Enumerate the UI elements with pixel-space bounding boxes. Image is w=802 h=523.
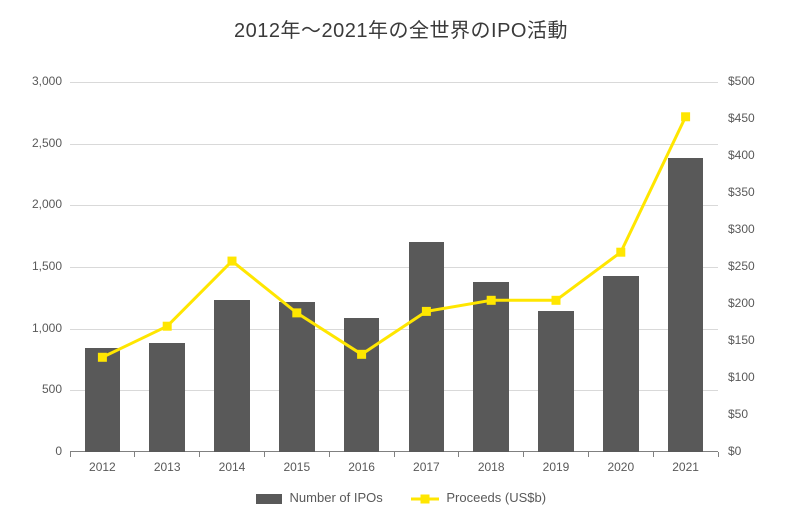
y-left-tick-label: 2,000 xyxy=(14,198,62,210)
x-tick-label: 2018 xyxy=(478,460,505,474)
y-right-tick-label: $300 xyxy=(728,223,755,235)
y-right-tick-label: $500 xyxy=(728,75,755,87)
bar xyxy=(538,311,574,452)
y-left-tick-label: 1,500 xyxy=(14,260,62,272)
y-left-tick-label: 0 xyxy=(14,445,62,457)
gridline xyxy=(70,82,718,83)
bar xyxy=(473,282,509,452)
y-left-tick-label: 1,000 xyxy=(14,322,62,334)
x-tick xyxy=(264,452,265,457)
legend-item-line: Proceeds (US$b) xyxy=(411,490,546,506)
x-tick xyxy=(588,452,589,457)
bar xyxy=(603,276,639,452)
x-tick-label: 2013 xyxy=(154,460,181,474)
x-tick-label: 2012 xyxy=(89,460,116,474)
gridline xyxy=(70,144,718,145)
y-left-tick-label: 2,500 xyxy=(14,137,62,149)
bar xyxy=(409,242,445,452)
x-tick xyxy=(394,452,395,457)
y-right-tick-label: $100 xyxy=(728,371,755,383)
x-tick-label: 2021 xyxy=(672,460,699,474)
bar xyxy=(85,348,121,452)
legend: Number of IPOs Proceeds (US$b) xyxy=(0,490,802,506)
x-tick xyxy=(70,452,71,457)
bar xyxy=(214,300,250,452)
y-right-tick-label: $0 xyxy=(728,445,741,457)
ipo-chart: 2012年～2021年の全世界のIPO活動 Number of IPOs Pro… xyxy=(0,0,802,523)
x-tick-label: 2015 xyxy=(283,460,310,474)
legend-item-bars: Number of IPOs xyxy=(256,490,383,505)
legend-label-bars: Number of IPOs xyxy=(290,490,383,505)
x-tick xyxy=(718,452,719,457)
x-tick xyxy=(523,452,524,457)
legend-swatch-line xyxy=(411,492,439,506)
bar xyxy=(344,318,380,452)
bar xyxy=(279,302,315,452)
x-tick xyxy=(329,452,330,457)
y-right-tick-label: $150 xyxy=(728,334,755,346)
gridline xyxy=(70,267,718,268)
y-right-tick-label: $50 xyxy=(728,408,748,420)
y-right-tick-label: $200 xyxy=(728,297,755,309)
y-right-tick-label: $450 xyxy=(728,112,755,124)
bar xyxy=(149,343,185,452)
x-tick-label: 2019 xyxy=(543,460,570,474)
y-left-tick-label: 3,000 xyxy=(14,75,62,87)
gridline xyxy=(70,205,718,206)
x-tick-label: 2017 xyxy=(413,460,440,474)
x-tick-label: 2016 xyxy=(348,460,375,474)
x-tick xyxy=(653,452,654,457)
y-left-tick-label: 500 xyxy=(14,383,62,395)
x-tick xyxy=(134,452,135,457)
bar xyxy=(668,158,704,452)
x-tick xyxy=(199,452,200,457)
y-right-tick-label: $250 xyxy=(728,260,755,272)
y-right-tick-label: $400 xyxy=(728,149,755,161)
x-tick-label: 2020 xyxy=(607,460,634,474)
plot-area xyxy=(70,82,718,452)
legend-label-line: Proceeds (US$b) xyxy=(446,490,546,505)
y-right-tick-label: $350 xyxy=(728,186,755,198)
x-tick-label: 2014 xyxy=(219,460,246,474)
chart-title: 2012年～2021年の全世界のIPO活動 xyxy=(0,0,802,43)
legend-swatch-bar xyxy=(256,494,282,504)
x-tick xyxy=(458,452,459,457)
